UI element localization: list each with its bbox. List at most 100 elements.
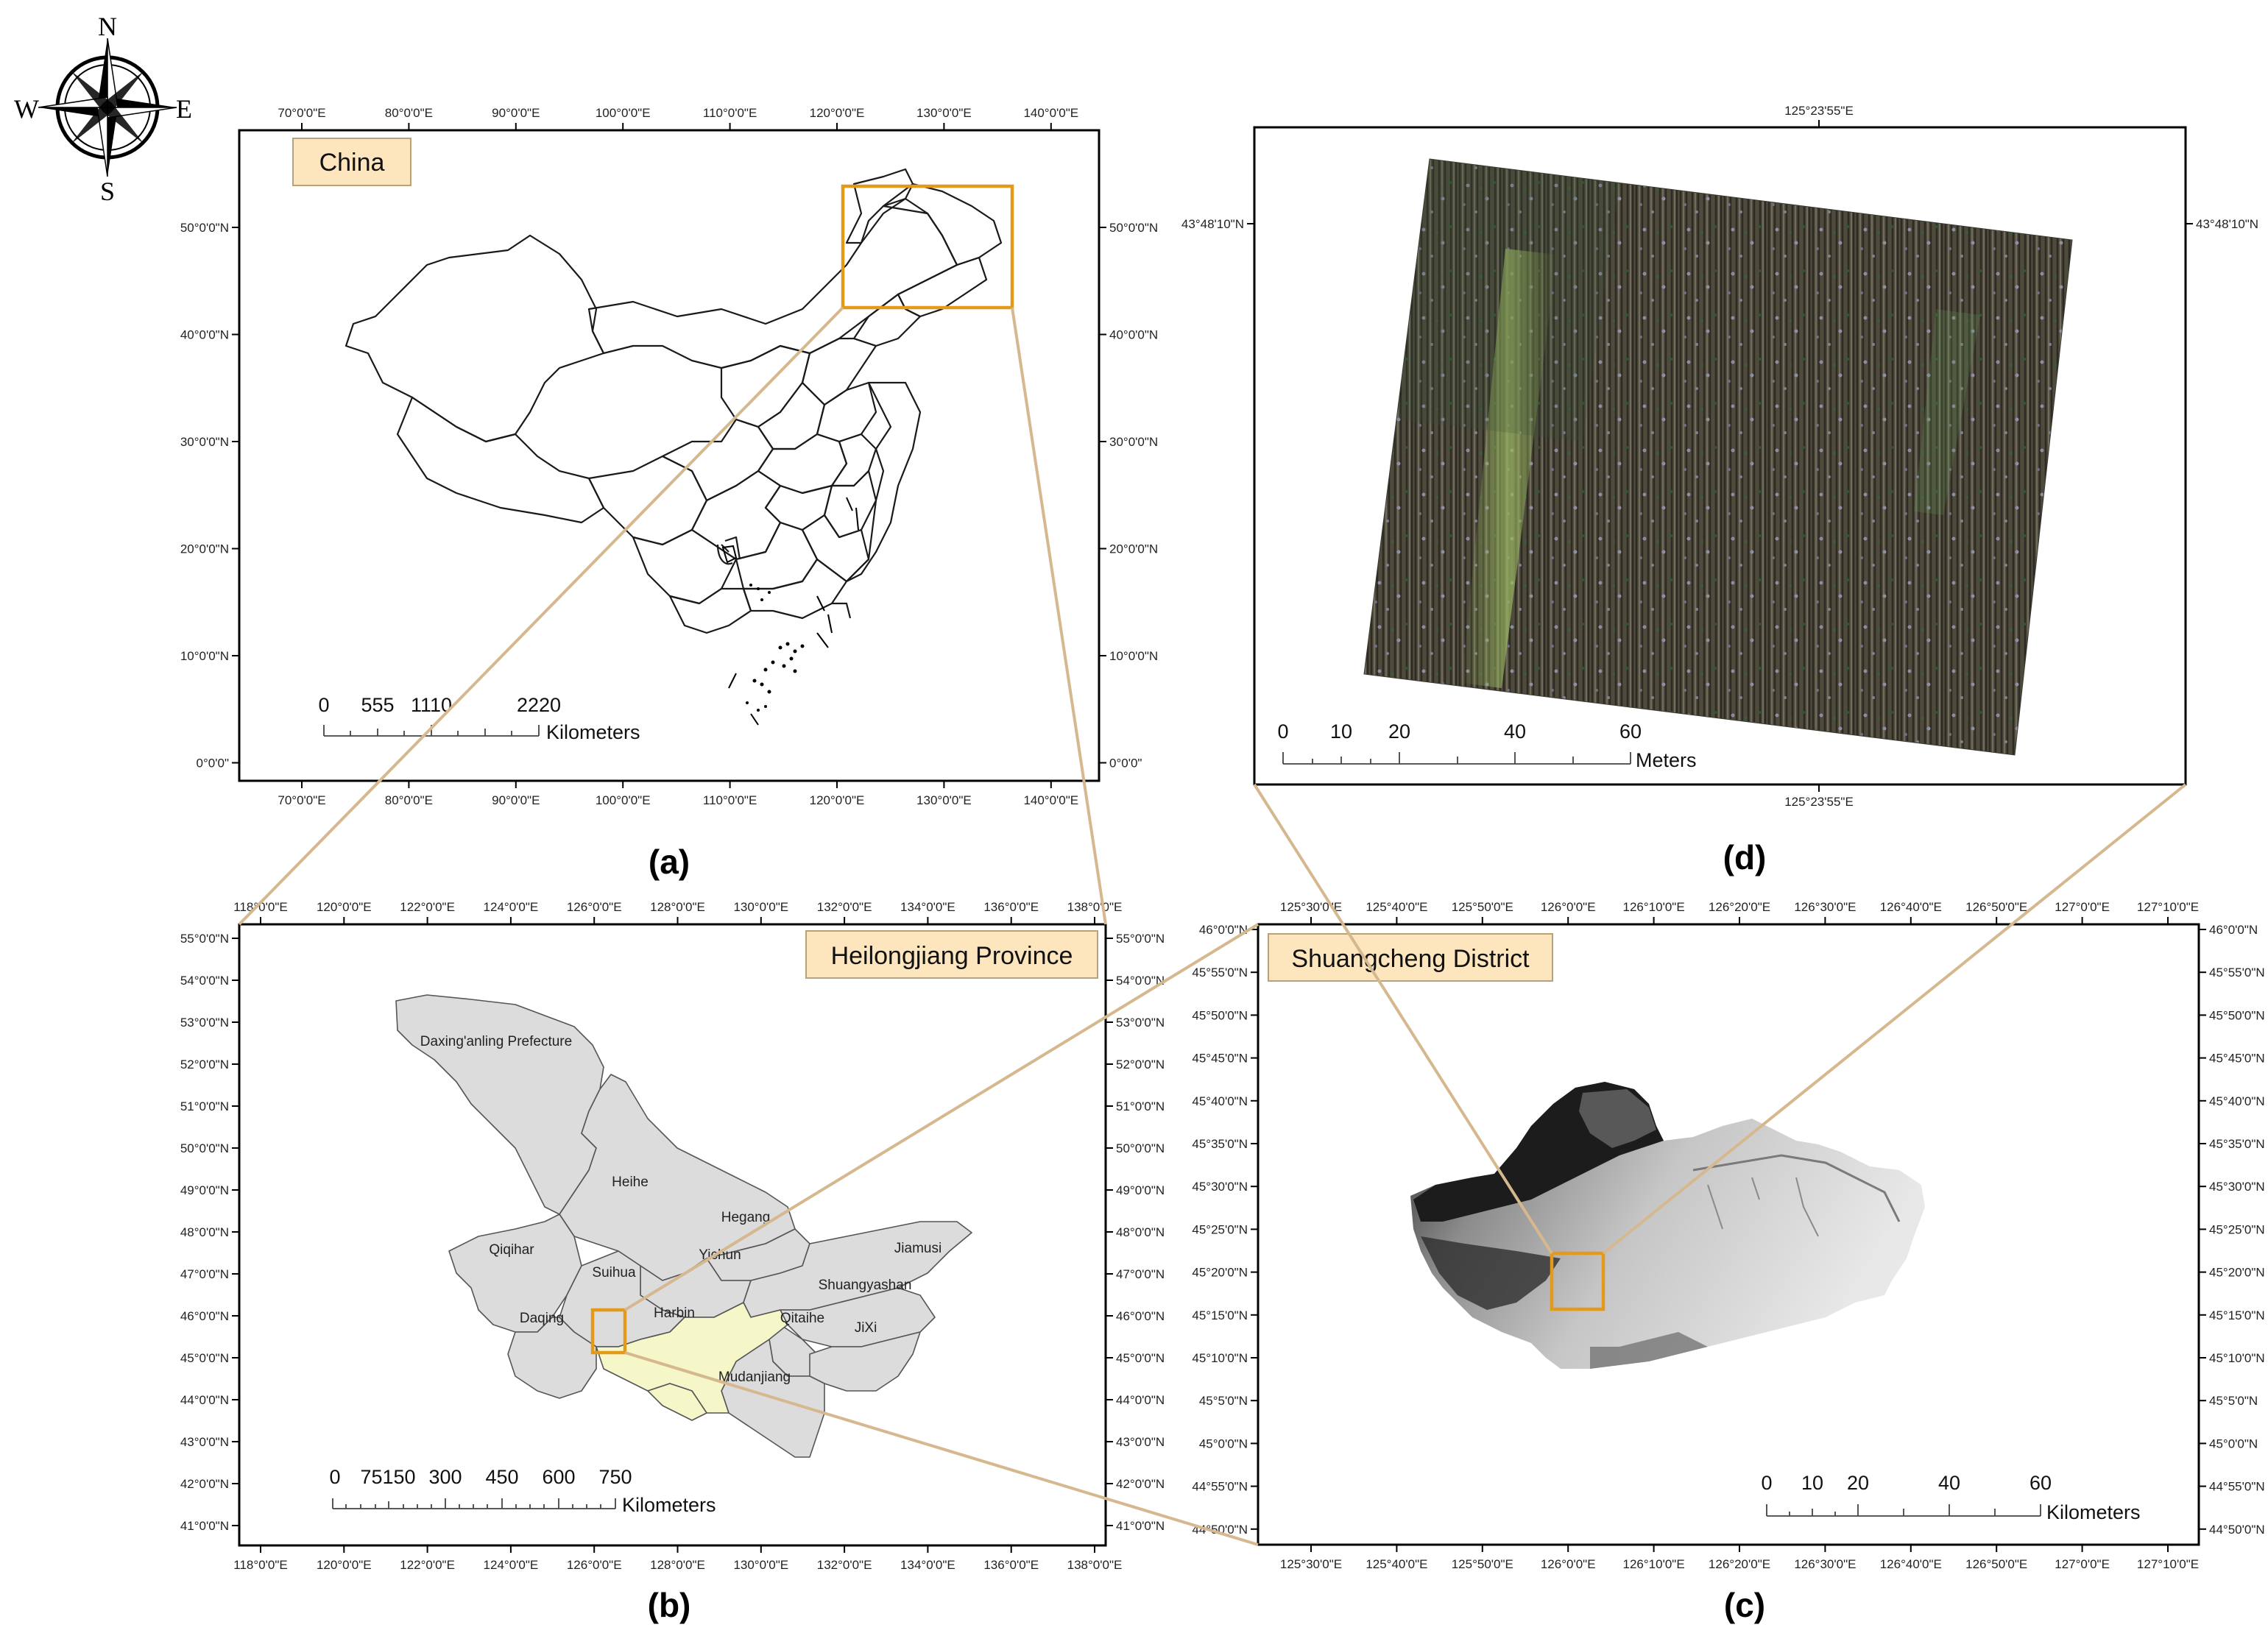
panel-d-left-lat-tick: 43°48'10"N	[1181, 217, 1244, 231]
city-label-qiqihar: Qiqihar	[489, 1242, 534, 1258]
panel-b-scale-label-4: 600	[542, 1466, 575, 1488]
lon-tick-label-top: 134°0'0"E	[900, 900, 955, 914]
lat-tick-label-left: 45°35'0"N	[1192, 1137, 1248, 1151]
panel-d-scale-label-1: 10	[1330, 720, 1352, 743]
lon-tick-label-top: 126°40'0"E	[1880, 900, 1942, 914]
panel-b-scale-label-0: 0	[329, 1466, 340, 1488]
panel-a-title-box	[292, 138, 411, 186]
lon-tick-label-bottom: 134°0'0"E	[900, 1558, 955, 1572]
lon-tick-label-top: 70°0'0"E	[278, 106, 325, 120]
panel-a-scale-unit: Kilometers	[546, 721, 640, 743]
lat-tick-label-left: 53°0'0"N	[180, 1016, 229, 1030]
lat-tick-label-right: 45°35'0"N	[2209, 1137, 2265, 1151]
lon-tick-label-top: 126°30'0"E	[1794, 900, 1856, 914]
south-china-sea-islands	[721, 497, 859, 726]
lat-tick-label-left: 20°0'0"N	[180, 542, 229, 556]
north-arrow-icon: N S E W	[14, 12, 192, 206]
lat-tick-label-left: 54°0'0"N	[180, 974, 229, 988]
city-label-shuangyashan: Shuangyashan	[819, 1278, 912, 1293]
lat-tick-label-left: 45°0'0"N	[1199, 1437, 1248, 1450]
lon-tick-label-top: 126°20'0"E	[1709, 900, 1770, 914]
panel-d-scale-label-4: 60	[1619, 720, 1642, 743]
lat-tick-label-right: 47°0'0"N	[1116, 1267, 1165, 1281]
lon-tick-label-top: 126°0'0"E	[567, 900, 622, 914]
city-label-jiamusi: Jiamusi	[894, 1241, 942, 1256]
panel-b-scale-label-5: 750	[598, 1466, 632, 1488]
lon-tick-label-top: 80°0'0"E	[385, 106, 433, 120]
prefecture-shuangyashan	[780, 1287, 936, 1347]
panel-c-title: Shuangcheng District	[1291, 945, 1530, 973]
lon-tick-label-bottom: 125°40'0"E	[1366, 1557, 1427, 1571]
lat-tick-label-left: 44°0'0"N	[180, 1393, 229, 1407]
panel-c-scale-label-4: 60	[2029, 1472, 2052, 1494]
panel-d-scale-label-3: 40	[1504, 720, 1526, 743]
panel-b-title: Heilongjiang Province	[831, 942, 1073, 970]
prefecture-qiqihar	[448, 1214, 582, 1333]
lon-tick-label-bottom: 120°0'0"E	[317, 1558, 372, 1572]
city-label-jixi: JiXi	[855, 1320, 877, 1336]
lat-tick-label-right: 45°20'0"N	[2209, 1266, 2265, 1280]
lat-tick-label-left: 41°0'0"N	[180, 1519, 229, 1533]
compass-east-label: E	[176, 94, 192, 124]
lon-tick-label-top: 120°0'0"E	[317, 900, 372, 914]
lat-tick-label-left: 40°0'0"N	[180, 328, 229, 342]
lat-tick-label-left: 45°10'0"N	[1192, 1351, 1248, 1365]
lat-tick-label-left: 46°0'0"N	[1199, 923, 1248, 937]
lat-tick-label-left: 42°0'0"N	[180, 1477, 229, 1491]
panel-a-scale-bar: 0 555 1110 2220 Kilometers	[318, 694, 640, 743]
lon-tick-label-bottom: 110°0'0"E	[703, 793, 757, 807]
city-label-mudanjiang: Mudanjiang	[718, 1370, 791, 1385]
lat-tick-label-left: 45°15'0"N	[1192, 1308, 1248, 1322]
lat-tick-label-right: 45°45'0"N	[2209, 1052, 2265, 1066]
lat-tick-label-left: 45°25'0"N	[1192, 1222, 1248, 1236]
panel-b-shuangcheng-extent-box	[590, 1308, 627, 1355]
lat-tick-label-right: 41°0'0"N	[1116, 1519, 1165, 1533]
lon-tick-label-bottom: 127°0'0"E	[2055, 1557, 2110, 1571]
lat-tick-label-right: 30°0'0"N	[1109, 435, 1158, 449]
lat-tick-label-left: 45°20'0"N	[1192, 1266, 1248, 1280]
panel-c-caption: (c)	[1724, 1586, 1765, 1624]
panel-c-title-box	[1268, 933, 1553, 982]
lon-tick-label-top: 125°30'0"E	[1280, 900, 1342, 914]
panel-b-scale-label-3: 450	[485, 1466, 518, 1488]
lat-tick-label-left: 30°0'0"N	[180, 435, 229, 449]
lat-tick-label-left: 47°0'0"N	[180, 1267, 229, 1281]
lat-tick-label-left: 50°0'0"N	[180, 1141, 229, 1155]
lat-tick-label-right: 20°0'0"N	[1109, 542, 1158, 556]
heilongjiang-prefectures: Daxing'anling Prefecture Heihe Hegang Qi…	[395, 994, 972, 1458]
panel-d-top-lon-tick: 125°23'55"E	[1784, 104, 1854, 118]
panel-a-china: 70°0'0"E 70°0'0"E 80°0'0"E 80°0'0"E 90°0'0"E…	[180, 106, 1158, 881]
lon-tick-label-bottom: 124°0'0"E	[484, 1558, 539, 1572]
lat-tick-label-right: 42°0'0"N	[1116, 1477, 1165, 1491]
panel-b-graticule-labels: 118°0'0"E 118°0'0"E 120°0'0"E 120°0'0"E 122°…	[180, 900, 1165, 1572]
panel-a-graticule-labels: 70°0'0"E 70°0'0"E 80°0'0"E 80°0'0"E 90°0'0"E…	[180, 106, 1158, 807]
lon-tick-label-bottom: 128°0'0"E	[650, 1558, 705, 1572]
lon-tick-label-bottom: 122°0'0"E	[400, 1558, 455, 1572]
lat-tick-label-right: 46°0'0"N	[2209, 923, 2258, 937]
lat-tick-label-right: 44°50'0"N	[2209, 1523, 2265, 1537]
lat-tick-label-left: 52°0'0"N	[180, 1058, 229, 1071]
lat-tick-label-left: 44°50'0"N	[1192, 1523, 1248, 1537]
lon-tick-label-bottom: 136°0'0"E	[983, 1558, 1039, 1572]
lon-tick-label-top: 120°0'0"E	[810, 106, 865, 120]
city-label-suihua: Suihua	[592, 1265, 636, 1280]
china-province-boundaries	[345, 168, 1003, 634]
panel-c-scale-unit: Kilometers	[2046, 1501, 2141, 1523]
panel-d-right-lat-tick: 43°48'10"N	[2196, 217, 2258, 231]
lon-tick-label-top: 127°10'0"E	[2137, 900, 2199, 914]
city-label-hegang: Hegang	[721, 1210, 771, 1225]
lon-tick-label-bottom: 120°0'0"E	[810, 793, 865, 807]
lon-tick-label-top: 126°10'0"E	[1623, 900, 1685, 914]
panel-a-scale-label-0: 0	[318, 694, 329, 716]
lat-tick-label-right: 45°5'0"N	[2209, 1394, 2258, 1408]
panel-c-scale-label-0: 0	[1761, 1472, 1772, 1494]
lon-tick-label-top: 132°0'0"E	[817, 900, 872, 914]
lon-tick-label-bottom: 100°0'0"E	[596, 793, 651, 807]
lat-tick-label-right: 45°30'0"N	[2209, 1180, 2265, 1194]
zoom-connector-lines	[238, 306, 2187, 1546]
lat-tick-label-left: 48°0'0"N	[180, 1225, 229, 1239]
panel-b-scale-label-2: 300	[428, 1466, 462, 1488]
lat-tick-label-right: 53°0'0"N	[1116, 1016, 1165, 1030]
lon-tick-label-bottom: 126°40'0"E	[1880, 1557, 1942, 1571]
lat-tick-label-right: 50°0'0"N	[1116, 1141, 1165, 1155]
